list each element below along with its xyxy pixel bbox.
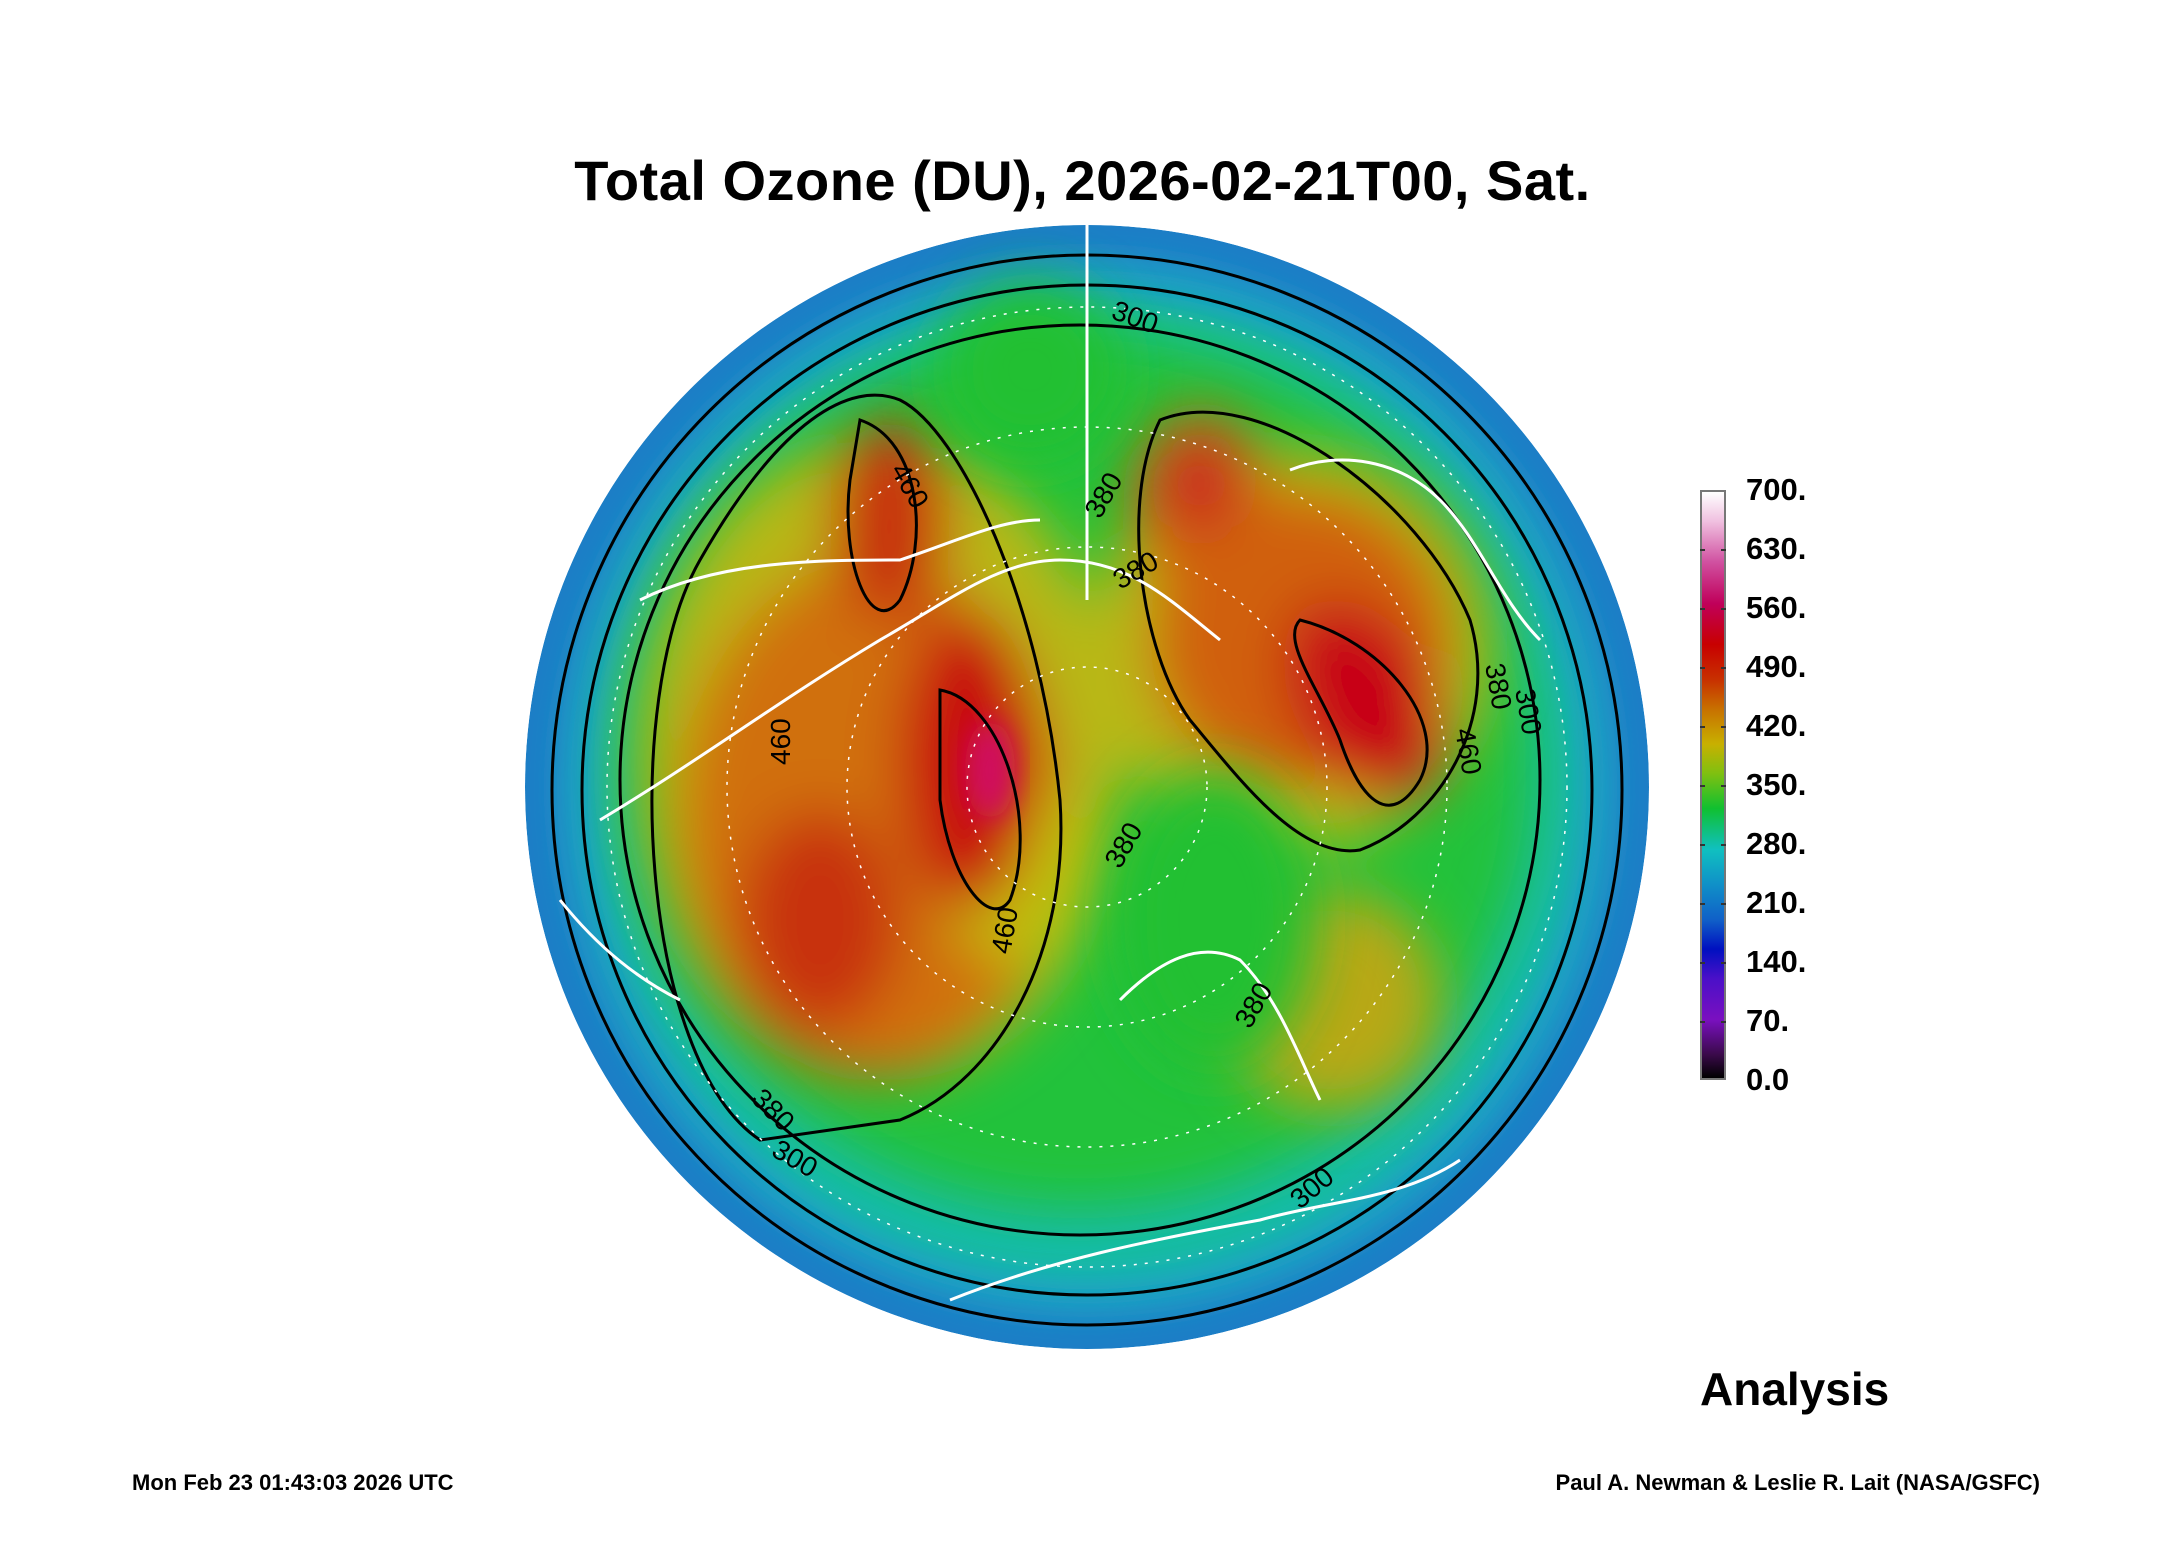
colorbar-tick-label: 140.	[1746, 944, 1807, 979]
colorbar-tick-mark	[1721, 549, 1726, 551]
colorbar-tick-mark	[1721, 903, 1726, 905]
page-title: Total Ozone (DU), 2026-02-21T00, Sat.	[574, 149, 1591, 212]
colorbar-tick-label: 0.0	[1746, 1062, 1790, 1097]
colorbar-tick-label: 280.	[1746, 826, 1807, 861]
colorbar-tick-mark	[1700, 667, 1705, 669]
colorbar-tick-label: 420.	[1746, 708, 1807, 743]
colorbar-tick-mark	[1700, 785, 1705, 787]
colorbar-tick-mark	[1700, 903, 1705, 905]
contour-lines	[550, 253, 1624, 1327]
contour-label: 460	[765, 718, 796, 765]
colorbar-tick-mark	[1721, 1021, 1726, 1023]
colorbar-tick-mark	[1721, 962, 1726, 964]
coastlines	[558, 225, 1542, 1302]
colorbar-tick-mark	[1700, 726, 1705, 728]
colorbar-tick-mark	[1700, 608, 1705, 610]
ozone-field	[525, 225, 1649, 1349]
colorbar-tick-mark	[1700, 844, 1705, 846]
colorbar-tick-label: 560.	[1746, 590, 1807, 625]
colorbar-tick-mark	[1721, 608, 1726, 610]
colorbar-tick-label: 210.	[1746, 885, 1807, 920]
analysis-label: Analysis	[1700, 1363, 1890, 1415]
colorbar-tick-mark	[1721, 844, 1726, 846]
colorbar-tick-mark	[1700, 1021, 1705, 1023]
colorbar-tick-label: 630.	[1746, 531, 1807, 566]
credit: Paul A. Newman & Leslie R. Lait (NASA/GS…	[1555, 1470, 2040, 1495]
colorbar-tick-mark	[1721, 667, 1726, 669]
timestamp: Mon Feb 23 01:43:03 2026 UTC	[132, 1470, 454, 1495]
colorbar-tick-label: 70.	[1746, 1003, 1790, 1038]
colorbar-tick-mark	[1700, 549, 1705, 551]
colorbar-tick-mark	[1700, 962, 1705, 964]
colorbar-tick-label: 350.	[1746, 767, 1807, 802]
colorbar-tick-mark	[1721, 726, 1726, 728]
colorbar-tick-mark	[1721, 785, 1726, 787]
colorbar-tick-label: 700.	[1746, 472, 1807, 507]
colorbar-tick-label: 490.	[1746, 649, 1807, 684]
